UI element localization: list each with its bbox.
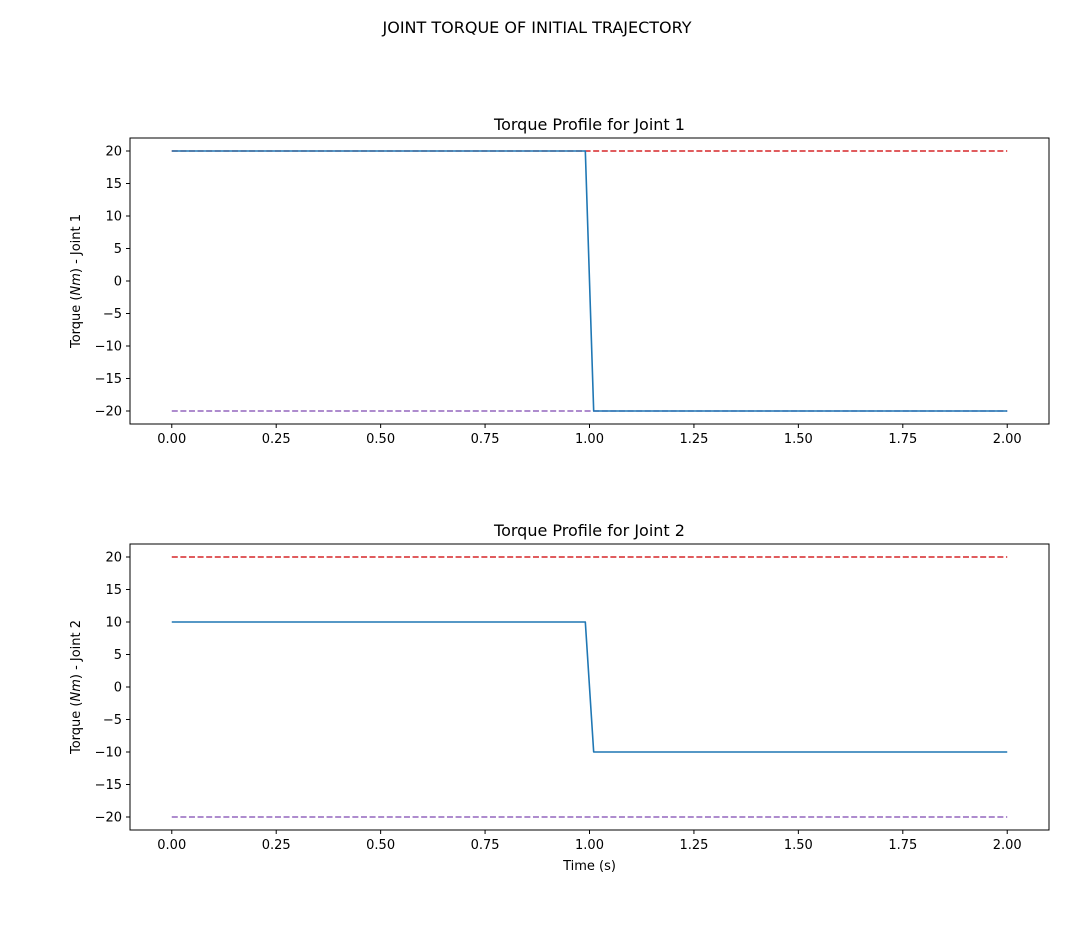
subplot-2-ytick-label: 5 [114, 648, 122, 663]
subplot-1-series-torque [171, 150, 1008, 412]
ylabel-part: Nm [69, 273, 84, 295]
subplot-1: Torque Profile for Joint 1 0.00 0.25 0.50 0.… [69, 115, 1050, 447]
subplot-2-xtick-label: 0.25 [262, 838, 291, 853]
ylabel-part: ) - Joint 2 [69, 620, 84, 679]
subplot-1-xtick-label: 1.00 [575, 432, 604, 447]
ylabel-part: Torque ( [69, 296, 84, 350]
subplot-1-ytick-label: 0 [114, 275, 122, 290]
subplot-1-ytick-label: −10 [95, 340, 122, 355]
subplot-1-ytick-label: 5 [114, 242, 122, 257]
subplot-2: Torque Profile for Joint 2 0.00 0.25 0.50 0.… [69, 521, 1050, 874]
subplot-1-ytick-label: 15 [105, 177, 122, 192]
subplot-2-ytick-label: −5 [103, 713, 122, 728]
subplot-2-xtick-label: 1.25 [679, 838, 708, 853]
subplot-2-xtick-label: 1.00 [575, 838, 604, 853]
figure-suptitle: JOINT TORQUE OF INITIAL TRAJECTORY [382, 18, 692, 37]
subplot-2-xtick-label: 0.75 [471, 838, 500, 853]
subplot-1-xtick-label: 0.00 [157, 432, 186, 447]
subplot-2-ytick-label: −20 [95, 811, 122, 826]
subplot-2-ytick-label: −15 [95, 778, 122, 793]
subplot-1-xtick-label: 1.75 [888, 432, 917, 447]
subplot-2-xtick-label: 1.75 [888, 838, 917, 853]
ylabel-part: Torque ( [69, 702, 84, 756]
subplot-1-xtick-label: 1.25 [679, 432, 708, 447]
subplot-1-xtick-label: 0.75 [471, 432, 500, 447]
subplot-1-xtick-label: 2.00 [993, 432, 1022, 447]
subplot-2-ytick-label: 0 [114, 681, 122, 696]
subplot-2-ytick-label: 15 [105, 583, 122, 598]
subplot-1-ylabel: Torque (Nm) - Joint 1 [69, 214, 84, 349]
subplot-1-ytick-label: 10 [105, 210, 122, 225]
subplot-2-xtick-label: 0.50 [366, 838, 395, 853]
subplot-1-title: Torque Profile for Joint 1 [493, 115, 685, 134]
subplots: Torque Profile for Joint 1 0.00 0.25 0.50 0.… [69, 115, 1050, 874]
ylabel-part: ) - Joint 1 [69, 214, 84, 273]
subplot-1-ytick-label: −20 [95, 405, 122, 420]
ylabel-part: Nm [69, 679, 84, 701]
subplot-2-xtick-label: 1.50 [784, 838, 813, 853]
subplot-2-xlabel: Time (s) [562, 859, 616, 874]
subplot-2-ytick-label: 20 [105, 551, 122, 566]
subplot-1-ytick-label: 20 [105, 145, 122, 160]
subplot-2-ytick-label: 10 [105, 616, 122, 631]
subplot-1-xtick-label: 0.25 [262, 432, 291, 447]
subplot-1-ytick-label: −15 [95, 372, 122, 387]
subplot-2-xtick-label: 2.00 [993, 838, 1022, 853]
subplot-2-title: Torque Profile for Joint 2 [493, 521, 685, 540]
subplot-2-ytick-label: −10 [95, 746, 122, 761]
subplot-1-ytick-label: −5 [103, 307, 122, 322]
subplot-2-xtick-label: 0.00 [157, 838, 186, 853]
subplot-2-ylabel: Torque (Nm) - Joint 2 [69, 620, 84, 755]
subplot-1-xtick-label: 0.50 [366, 432, 395, 447]
subplot-2-series-torque [171, 621, 1008, 753]
subplot-1-xtick-label: 1.50 [784, 432, 813, 447]
